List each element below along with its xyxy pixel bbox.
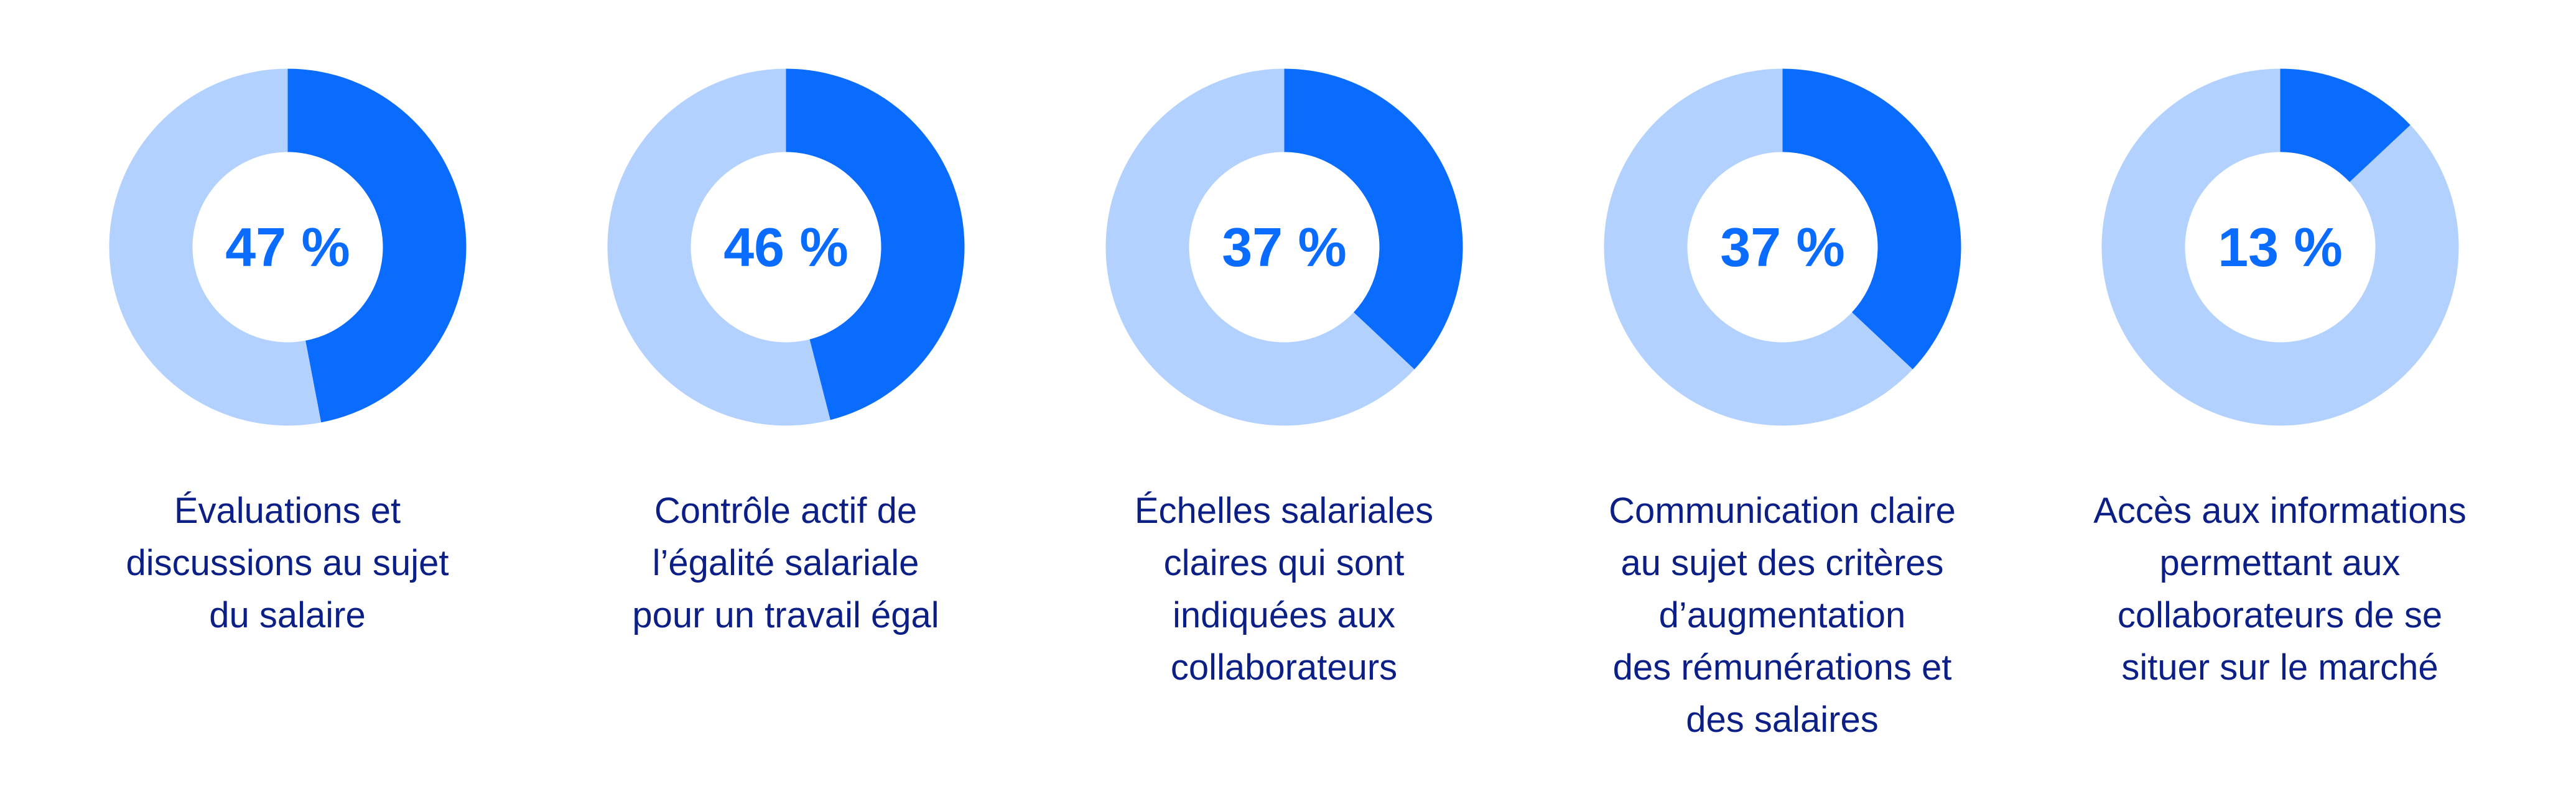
donut-caption-4: Communication claire au sujet des critère… — [1546, 485, 2019, 746]
donut-caption-2: Contrôle actif de l’égalité salariale pour… — [549, 485, 1022, 642]
caption-line: au sujet des critères — [1620, 543, 1944, 583]
caption-line: discussions au sujet — [126, 543, 449, 583]
donut-remainder-slice — [1604, 68, 1913, 426]
donut-chart-5: 13 % — [2101, 68, 2459, 426]
percent-label: 46 % — [723, 216, 849, 278]
caption-line: Contrôle actif de — [654, 491, 918, 531]
caption-line: claires qui sont — [1163, 543, 1405, 583]
donut-caption-1: Évaluations et discussions au sujet du sal… — [51, 485, 524, 642]
donut-svg: 37 % — [1604, 68, 1961, 426]
donut-svg: 47 % — [109, 68, 467, 426]
donut-svg: 46 % — [607, 68, 964, 426]
caption-line: collaborateurs de se — [2117, 595, 2443, 635]
donut-caption-3: Échelles salariales claires qui sont indiq… — [1048, 485, 1520, 694]
caption-line: Échelles salariales — [1134, 491, 1434, 531]
donut-remainder-slice — [607, 68, 830, 426]
donut-remainder-slice — [109, 68, 321, 426]
caption-line: Communication claire — [1609, 491, 1956, 531]
donut-chart-3: 37 % — [1105, 68, 1463, 426]
percent-label: 37 % — [1222, 216, 1347, 278]
donut-caption-5: Accès aux informations permettant aux coll… — [2044, 485, 2516, 694]
donut-chart-4: 37 % — [1604, 68, 1961, 426]
donut-chart-2: 46 % — [607, 68, 965, 426]
caption-line: des rémunérations et — [1612, 647, 1952, 688]
caption-line: du salaire — [209, 595, 366, 635]
caption-line: collaborateurs — [1170, 647, 1398, 688]
percent-label: 37 % — [1720, 216, 1845, 278]
donut-svg: 37 % — [1105, 68, 1462, 426]
percent-label: 47 % — [225, 216, 350, 278]
donut-value-slice — [287, 68, 467, 423]
donut-chart-1: 47 % — [109, 68, 467, 426]
caption-line: permettant aux — [2159, 543, 2401, 583]
donut-value-slice — [1782, 68, 1961, 369]
caption-line: des salaires — [1686, 699, 1879, 740]
donut-svg: 13 % — [2101, 68, 2458, 426]
donut-remainder-slice — [2101, 68, 2458, 426]
caption-line: Accès aux informations — [2093, 491, 2467, 531]
donut-value-slice — [1284, 68, 1462, 369]
caption-line: situer sur le marché — [2121, 647, 2439, 688]
caption-line: indiquées aux — [1173, 595, 1395, 635]
donut-value-slice — [786, 68, 964, 420]
caption-line: d’augmentation — [1658, 595, 1906, 635]
caption-line: Évaluations et — [174, 491, 401, 531]
donut-value-slice — [2280, 68, 2411, 182]
caption-line: pour un travail égal — [632, 595, 939, 635]
caption-line: l’égalité salariale — [652, 543, 919, 583]
donut-remainder-slice — [1105, 68, 1415, 426]
percent-label: 13 % — [2218, 216, 2343, 278]
